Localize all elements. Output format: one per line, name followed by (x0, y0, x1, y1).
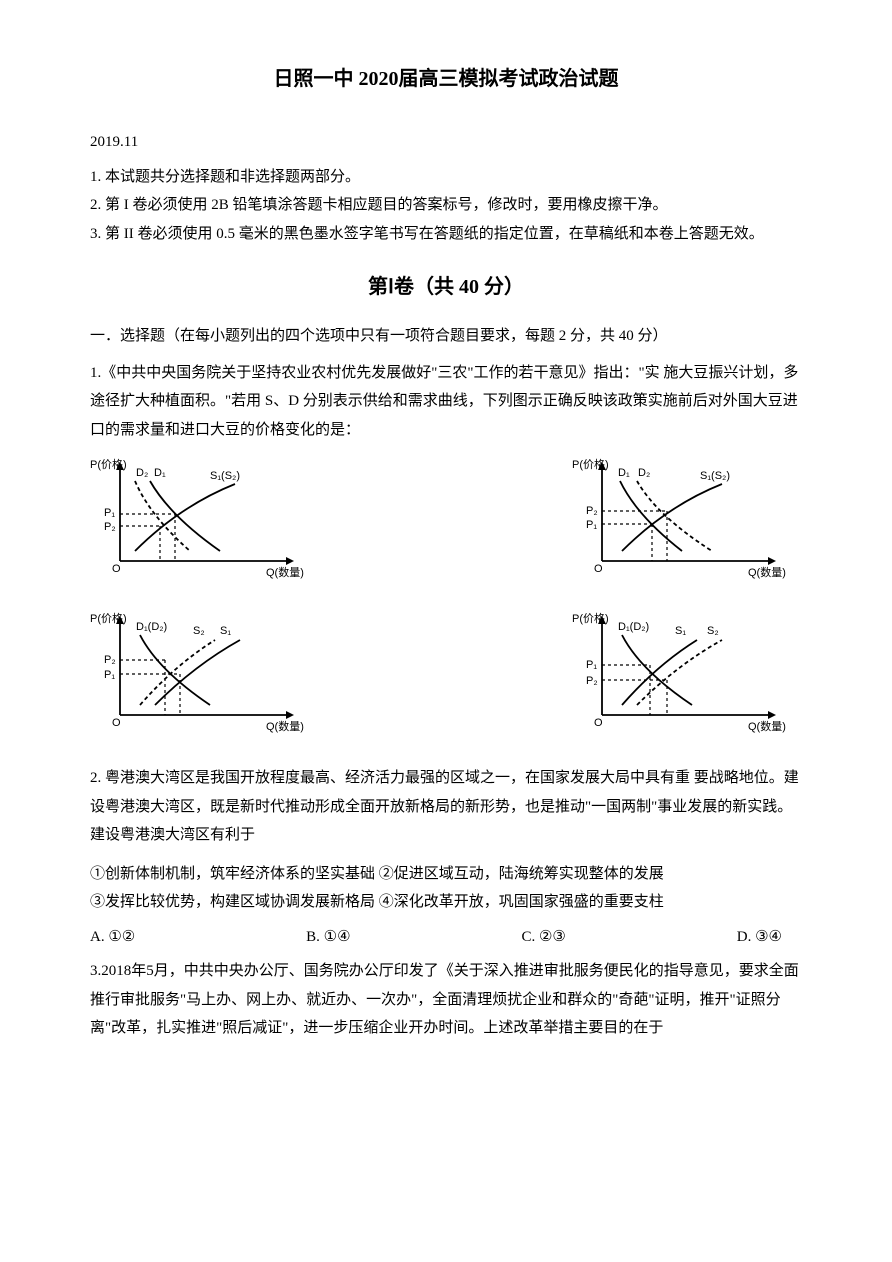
exam-date: 2019.11 (90, 128, 802, 157)
option-c: C. ②③ (521, 923, 565, 952)
p1-label: P₁ (104, 669, 115, 681)
chart-a: P(价格) Q(数量) O D₂ D₁ S₁(S₂) P₁ P₂ (90, 456, 320, 586)
instruction-2: 2. 第 I 卷必须使用 2B 铅笔填涂答题卡相应题目的答案标号，修改时，要用橡… (90, 191, 802, 220)
p1-label: P₁ (104, 507, 115, 519)
question-3: 3.2018年5月，中共中央办公厅、国务院办公厅印发了《关于深入推进审批服务便民… (90, 957, 802, 1043)
s1-label: S₁ (220, 625, 231, 637)
chart-row-2: P(价格) Q(数量) O D₁(D₂) S₂ S₁ P₂ P₁ P(价格) (90, 610, 802, 740)
p1-label: P₁ (586, 659, 597, 671)
d1d2-label: D₁(D₂) (618, 621, 649, 633)
s1s2-label: S₁(S₂) (700, 470, 730, 482)
origin-label: O (594, 717, 603, 729)
d1-label: D₁ (618, 467, 630, 479)
y-axis-label: P(价格) (90, 457, 127, 471)
y-axis-label: P(价格) (90, 611, 127, 625)
q2-options: A. ①② B. ①④ C. ②③ D. ③④ (90, 923, 802, 952)
x-axis-label: Q(数量) (266, 720, 304, 733)
p1-label: P₁ (586, 519, 597, 531)
y-axis-label: P(价格) (572, 611, 609, 625)
p2-label: P₂ (586, 675, 598, 687)
question-1: 1.《中共中央国务院关于坚持农业农村优先发展做好"三农"工作的若干意见》指出："… (90, 359, 802, 445)
s2-label: S₂ (707, 625, 719, 637)
x-axis-label: Q(数量) (748, 720, 786, 733)
q2-sub-2: ③发挥比较优势，构建区域协调发展新格局 ④深化改革开放，巩固国家强盛的重要支柱 (90, 888, 802, 917)
d1d2-label: D₁(D₂) (136, 621, 167, 633)
p2-label: P₂ (104, 521, 116, 533)
d2-label: D₂ (136, 467, 148, 479)
part-1-intro: 一．选择题（在每小题列出的四个选项中只有一项符合题目要求，每题 2 分，共 40… (90, 322, 802, 351)
instructions-block: 1. 本试题共分选择题和非选择题两部分。 2. 第 I 卷必须使用 2B 铅笔填… (90, 163, 802, 249)
origin-label: O (112, 717, 121, 729)
q2-sub-1: ①创新体制机制，筑牢经济体系的坚实基础 ②促进区域互动，陆海统筹实现整体的发展 (90, 860, 802, 889)
p2-label: P₂ (586, 505, 598, 517)
chart-d: P(价格) Q(数量) O D₁(D₂) S₁ S₂ P₁ P₂ (572, 610, 802, 740)
question-2: 2. 粤港澳大湾区是我国开放程度最高、经济活力最强的区域之一，在国家发展大局中具… (90, 764, 802, 850)
option-d: D. ③④ (737, 923, 782, 952)
exam-title: 日照一中 2020届高三模拟考试政治试题 (90, 60, 802, 98)
section-1-title: 第Ⅰ卷（共 40 分） (90, 268, 802, 306)
d1-label: D₁ (154, 467, 166, 479)
chart-c: P(价格) Q(数量) O D₁(D₂) S₂ S₁ P₂ P₁ (90, 610, 320, 740)
s1s2-label: S₁(S₂) (210, 470, 240, 482)
chart-b: P(价格) Q(数量) O D₁ D₂ S₁(S₂) P₂ P₁ (572, 456, 802, 586)
instruction-1: 1. 本试题共分选择题和非选择题两部分。 (90, 163, 802, 192)
chart-row-1: P(价格) Q(数量) O D₂ D₁ S₁(S₂) P₁ P₂ (90, 456, 802, 586)
option-a: A. ①② (90, 923, 135, 952)
origin-label: O (112, 563, 121, 575)
x-axis-label: Q(数量) (266, 566, 304, 579)
d2-label: D₂ (638, 467, 650, 479)
s2-label: S₂ (193, 625, 205, 637)
x-axis-label: Q(数量) (748, 566, 786, 579)
option-b: B. ①④ (306, 923, 350, 952)
y-axis-label: P(价格) (572, 457, 609, 471)
s1-label: S₁ (675, 625, 686, 637)
origin-label: O (594, 563, 603, 575)
instruction-3: 3. 第 II 卷必须使用 0.5 毫米的黑色墨水签字笔书写在答题纸的指定位置，… (90, 220, 802, 249)
p2-label: P₂ (104, 654, 116, 666)
